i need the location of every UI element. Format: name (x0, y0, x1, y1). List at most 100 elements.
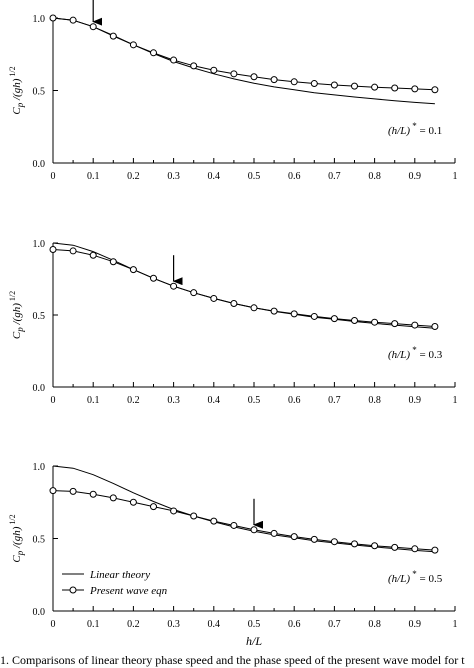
data-point-marker (290, 78, 298, 86)
data-point-marker (230, 299, 238, 307)
data-point-marker (89, 23, 97, 31)
x-tick-label: 0.8 (368, 171, 381, 182)
x-tick-label: 0.8 (368, 619, 381, 630)
data-point-marker (431, 546, 439, 554)
data-point-marker (190, 62, 198, 70)
data-point-marker (210, 294, 218, 302)
present-wave-eqn-line (52, 17, 435, 91)
data-point-marker (150, 503, 157, 511)
y-axis-label: Cp /(gh) 1/2 (8, 291, 25, 339)
x-tick-label: 0.7 (328, 171, 341, 182)
data-point-marker (109, 32, 117, 40)
y-tick-label: 0.5 (33, 311, 46, 322)
x-tick-label: 0.3 (167, 395, 180, 406)
data-point-marker (210, 66, 218, 74)
data-point-marker (49, 487, 57, 495)
data-point-marker (190, 289, 198, 297)
x-tick-label: 1 (453, 395, 458, 406)
y-tick-label: 1.0 (33, 14, 46, 25)
y-tick-label: 0.0 (33, 607, 46, 618)
x-tick-label: 0.6 (288, 171, 301, 182)
data-point-marker (351, 316, 358, 324)
x-tick-label: 0.9 (409, 619, 422, 630)
data-point-marker (49, 14, 57, 22)
data-point-marker (270, 76, 278, 84)
data-point-marker (391, 543, 399, 551)
legend: Linear theory Present wave eqn (62, 569, 168, 597)
legend-present-wave-eqn-label: Present wave eqn (89, 585, 168, 597)
y-axis-label: Cp /(gh) 1/2 (8, 514, 25, 562)
data-point-marker (109, 494, 117, 502)
x-tick-label: 0.7 (328, 395, 341, 406)
data-point-marker (431, 86, 439, 94)
linear-theory-line (52, 465, 435, 553)
data-point-marker (290, 533, 298, 541)
x-tick-label: 0.2 (127, 395, 140, 406)
data-point-marker (411, 85, 419, 93)
x-tick-label: 0.4 (208, 395, 221, 406)
y-axis-label: Cp /(gh) 1/2 (8, 66, 25, 114)
y-tick-label: 0.0 (33, 159, 46, 170)
x-tick-label: 0.5 (248, 171, 261, 182)
data-point-marker (150, 49, 157, 57)
y-tick-label: 0.5 (33, 87, 46, 98)
data-point-marker (270, 529, 278, 537)
panel-annotation: (h/L) * = 0.1 (388, 121, 442, 137)
data-point-marker (351, 82, 358, 90)
data-point-marker (170, 282, 178, 290)
x-tick-label: 0.7 (328, 619, 341, 630)
chart-panel-3: 0 0.1 0.2 0.3 0.4 0.5 0.6 0.7 0.8 0.9 1 0.0 0.5 1.0 Cp… (8, 462, 458, 630)
x-tick-label: 0.1 (87, 171, 100, 182)
data-point-marker (49, 245, 57, 253)
data-point-marker (230, 70, 238, 78)
x-tick-label: 0.6 (288, 395, 301, 406)
data-point-marker (129, 498, 137, 506)
x-tick-label: 0.1 (87, 619, 100, 630)
data-point-marker (411, 545, 419, 553)
data-point-marker (170, 56, 178, 64)
data-point-marker (411, 321, 419, 329)
data-point-marker (371, 542, 379, 550)
chart-panel-1: 0 0.1 0.2 0.3 0.4 0.5 0.6 0.7 0.8 0.9 1 0.0 0.5 1.0 Cp… (8, 0, 458, 182)
x-tick-label: 0 (51, 395, 56, 406)
y-tick-label: 1.0 (33, 239, 46, 250)
x-tick-label: 0.3 (167, 171, 180, 182)
y-tick-label: 1.0 (33, 462, 46, 473)
data-point-marker (310, 535, 318, 543)
data-point-marker (210, 517, 218, 525)
data-point-marker (129, 41, 137, 49)
data-point-marker (330, 81, 338, 89)
data-point-marker (89, 251, 97, 259)
data-point-marker (391, 320, 399, 328)
data-point-marker (109, 258, 117, 266)
data-point-marker (330, 315, 338, 323)
linear-theory-line (52, 242, 435, 329)
data-point-marker (371, 318, 379, 326)
data-point-marker (129, 266, 137, 274)
data-point-marker (69, 487, 77, 495)
data-point-marker (391, 84, 399, 92)
data-point-marker (89, 490, 97, 498)
data-point-marker (250, 304, 258, 312)
panel-annotation: (h/L) * = 0.3 (388, 345, 443, 361)
figure-caption: 1. Comparisons of linear theory phase sp… (0, 653, 465, 667)
data-point-marker (170, 507, 178, 515)
x-tick-label: 0.4 (208, 171, 221, 182)
x-tick-label: 1 (453, 171, 458, 182)
data-point-marker (230, 521, 238, 529)
x-tick-label: 1 (453, 619, 458, 630)
data-point-marker (190, 512, 198, 520)
x-axis-label: h/L (246, 634, 262, 648)
x-tick-label: 0.1 (87, 395, 100, 406)
legend-linear-theory-label: Linear theory (89, 569, 150, 581)
data-point-marker (310, 312, 318, 320)
y-tick-label: 0.5 (33, 535, 46, 546)
data-point-marker (69, 16, 77, 24)
data-point-marker (371, 83, 379, 91)
x-tick-label: 0.3 (167, 619, 180, 630)
data-point-marker (250, 73, 258, 81)
data-point-marker (150, 274, 157, 282)
data-point-marker (351, 540, 358, 548)
data-point-marker (270, 307, 278, 315)
